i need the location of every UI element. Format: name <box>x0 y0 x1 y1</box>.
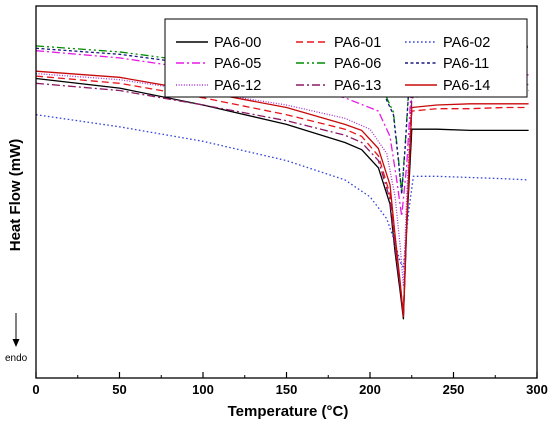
legend-label-pa6-06: PA6-06 <box>334 56 381 72</box>
x-tick-label: 200 <box>359 382 381 397</box>
legend-box <box>164 18 528 98</box>
x-tick-label: 150 <box>276 382 298 397</box>
legend-label-pa6-11: PA6-11 <box>443 56 489 72</box>
series-line-pa6-02 <box>35 114 529 268</box>
series-line-pa6-14 <box>35 70 529 318</box>
x-axis-ticks: 0 50 100 150 200 250 300 <box>32 372 548 397</box>
x-tick-label: 250 <box>443 382 465 397</box>
x-axis-title: Temperature (°C) <box>228 403 349 420</box>
legend-label-pa6-05: PA6-05 <box>214 56 261 72</box>
series-line-pa6-12 <box>35 72 529 287</box>
series-line-pa6-13 <box>35 82 529 316</box>
x-tick-label: 100 <box>192 382 214 397</box>
legend-label-pa6-02: PA6-02 <box>443 35 490 51</box>
endo-arrow-head <box>12 339 20 347</box>
legend-label-pa6-14: PA6-14 <box>443 78 490 94</box>
legend-label-pa6-01: PA6-01 <box>334 35 381 51</box>
x-tick-label: 0 <box>32 382 39 397</box>
legend-label-pa6-13: PA6-13 <box>334 78 381 94</box>
x-tick-label: 50 <box>112 382 126 397</box>
series-line-pa6-01 <box>35 75 529 314</box>
x-tick-label: 300 <box>526 382 548 397</box>
y-axis-title: Heat Flow (mW) <box>7 139 24 252</box>
legend-label-pa6-00: PA6-00 <box>214 35 261 51</box>
endo-indicator: endo <box>5 313 28 364</box>
legend-label-pa6-12: PA6-12 <box>214 78 261 94</box>
endo-label: endo <box>5 353 28 364</box>
legend: PA6-00 PA6-01 PA6-02 PA6-05 PA6-06 PA6-11 PA6-… <box>164 18 528 98</box>
